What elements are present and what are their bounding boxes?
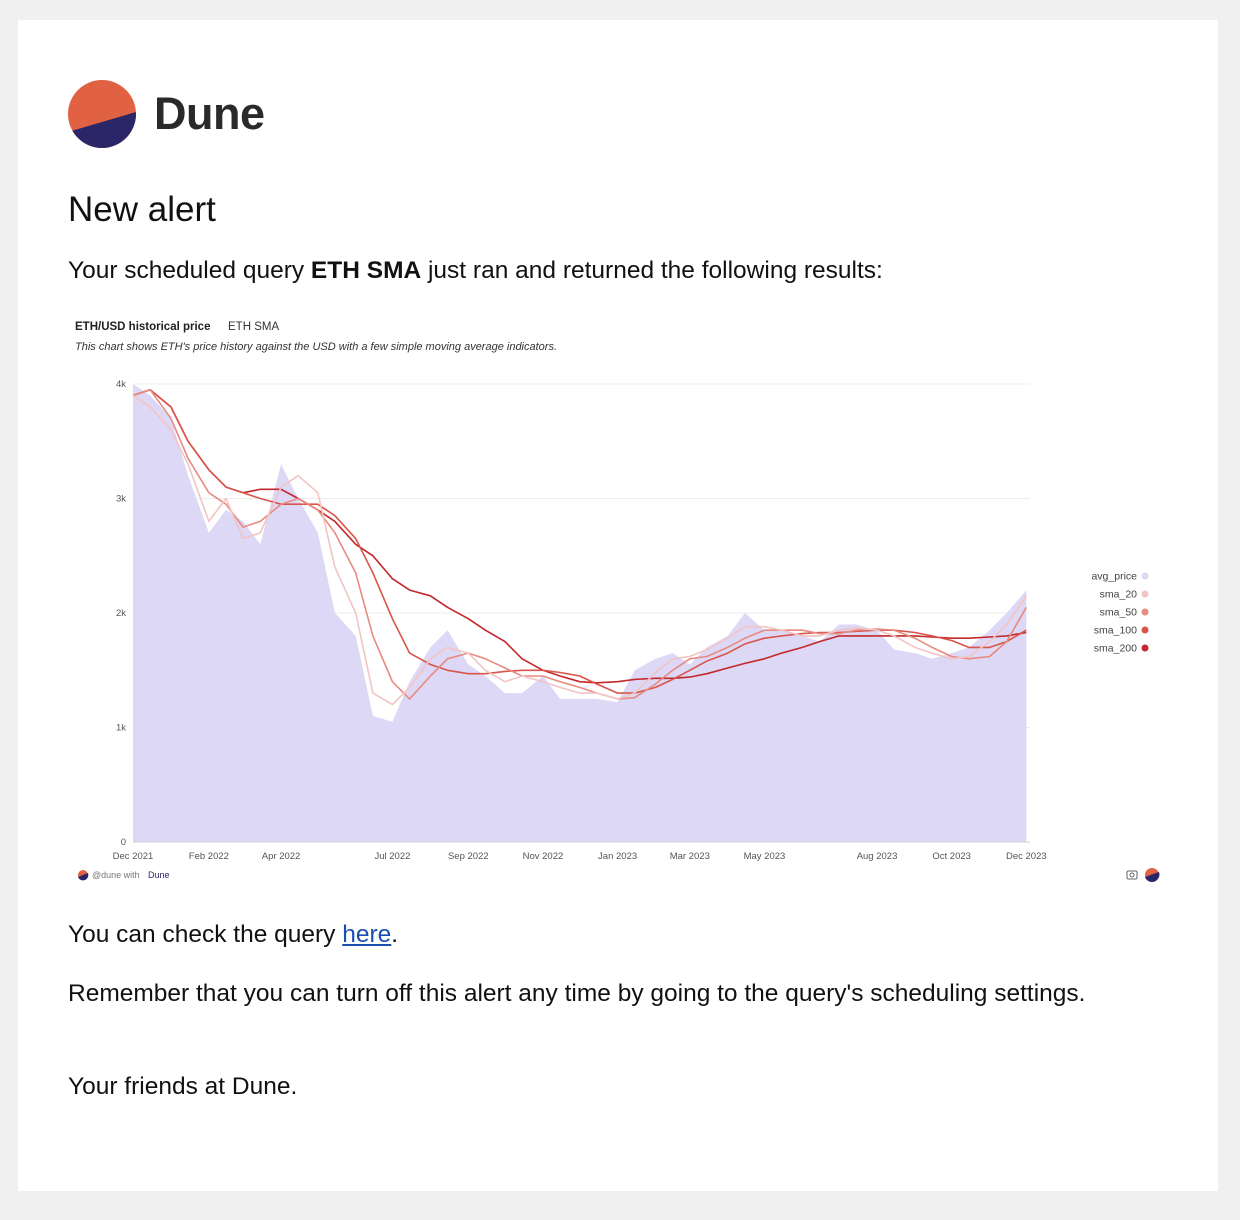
chart-svg: ETH/USD historical price ETH SMA This ch… (75, 321, 1160, 882)
series-area-avg-price (133, 384, 1027, 842)
x-tick-label: Mar 2023 (670, 851, 710, 862)
legend-marker (1141, 644, 1149, 652)
check-text: You can check the query here. (68, 918, 398, 951)
brand-name: Dune (154, 88, 265, 139)
check-pre: You can check the query (68, 921, 343, 948)
camera-icon[interactable] (1126, 870, 1138, 880)
legend-label[interactable]: sma_100 (1094, 625, 1137, 637)
chart-title: ETH/USD historical price (75, 321, 210, 333)
intro-post: just ran and returned the following resu… (421, 257, 883, 284)
footer-handle: @dune with (92, 870, 140, 880)
legend-marker (1141, 608, 1149, 616)
legend-label[interactable]: sma_20 (1100, 589, 1138, 601)
series-line-sma-20 (132, 394, 1027, 706)
footer-logo-icon-lower (78, 873, 89, 881)
query-name: ETH SMA (310, 257, 422, 284)
reminder-text: Remember that you can turn off this aler… (68, 980, 1086, 1007)
y-tick-label: 4k (116, 379, 126, 390)
dune-logo-icon (68, 80, 136, 148)
x-tick-label: Aug 2023 (857, 851, 898, 862)
x-tick-label: Dec 2021 (113, 851, 154, 862)
intro-text: Your scheduled query ETH SMA just ran an… (68, 254, 883, 287)
series-line-sma-200 (132, 388, 1027, 684)
x-tick-label: Feb 2022 (189, 851, 229, 862)
check-post: . (391, 921, 399, 948)
legend-marker (1141, 626, 1149, 634)
x-tick-label: Jul 2022 (374, 851, 410, 862)
x-tick-label: Jan 2023 (598, 851, 637, 862)
legend-label[interactable]: sma_200 (1094, 643, 1137, 655)
legend-marker (1141, 572, 1149, 580)
x-tick-label: Oct 2023 (932, 851, 971, 862)
email-card: Dune New alert Your scheduled query ETH … (18, 20, 1218, 1191)
footer-brand: Dune (148, 870, 170, 880)
legend-label[interactable]: avg_price (1091, 571, 1137, 583)
signoff-text: Your friends at Dune. (68, 1073, 298, 1100)
y-tick-label: 3k (116, 494, 126, 505)
plot-area: 0 1k 2k 3k 4k Dec 2021 Feb 2022 Apr 2022 Jul 202… (113, 379, 1149, 862)
legend-marker (1141, 590, 1149, 598)
dune-brand[interactable]: Dune (68, 80, 265, 148)
alert-heading: New alert (68, 190, 216, 229)
legend-label[interactable]: sma_50 (1100, 607, 1138, 619)
chart-image: ETH/USD historical price ETH SMA This ch… (68, 316, 1168, 886)
intro-pre: Your scheduled query (68, 257, 311, 284)
query-link[interactable]: here (342, 921, 392, 948)
y-tick-label: 0 (121, 837, 126, 848)
chart-dune-logo-icon[interactable] (1145, 868, 1160, 882)
y-tick-label: 1k (116, 723, 126, 734)
x-tick-label: May 2023 (744, 851, 786, 862)
series-line-sma-50 (132, 388, 1027, 700)
chart-query-name: ETH SMA (228, 321, 279, 333)
y-tick-label: 2k (116, 608, 126, 619)
chart-description: This chart shows ETH's price history aga… (75, 341, 557, 353)
x-tick-label: Nov 2022 (523, 851, 564, 862)
chart-footer: @dune with Dune (78, 868, 1160, 882)
x-tick-label: Dec 2023 (1006, 851, 1047, 862)
x-tick-label: Sep 2022 (448, 851, 489, 862)
x-tick-label: Apr 2022 (262, 851, 301, 862)
